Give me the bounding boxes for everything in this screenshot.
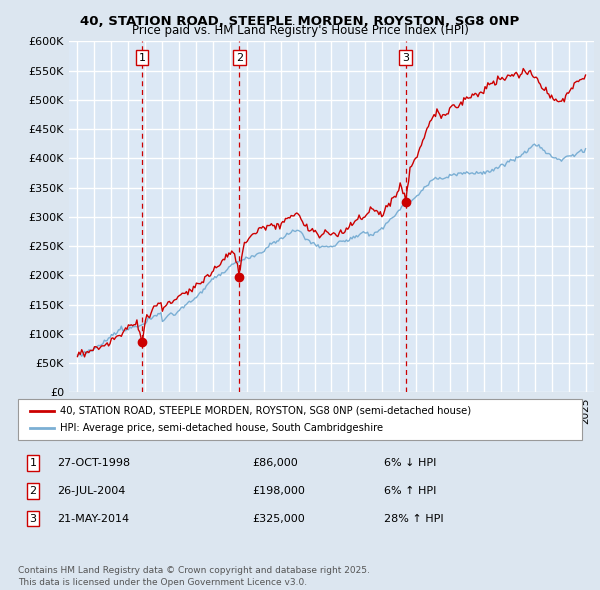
Text: 27-OCT-1998: 27-OCT-1998 [57,458,130,468]
Text: Contains HM Land Registry data © Crown copyright and database right 2025.
This d: Contains HM Land Registry data © Crown c… [18,566,370,587]
Text: 2: 2 [29,486,37,496]
Text: £86,000: £86,000 [252,458,298,468]
Text: 6% ↓ HPI: 6% ↓ HPI [384,458,436,468]
Text: 2: 2 [236,53,243,63]
Text: 6% ↑ HPI: 6% ↑ HPI [384,486,436,496]
Text: HPI: Average price, semi-detached house, South Cambridgeshire: HPI: Average price, semi-detached house,… [60,423,383,433]
Text: 26-JUL-2004: 26-JUL-2004 [57,486,125,496]
Text: £198,000: £198,000 [252,486,305,496]
Text: 1: 1 [139,53,146,63]
Text: £325,000: £325,000 [252,514,305,523]
Text: 3: 3 [29,514,37,523]
Text: 1: 1 [29,458,37,468]
Text: 21-MAY-2014: 21-MAY-2014 [57,514,129,523]
Text: 28% ↑ HPI: 28% ↑ HPI [384,514,443,523]
Text: 40, STATION ROAD, STEEPLE MORDEN, ROYSTON, SG8 0NP: 40, STATION ROAD, STEEPLE MORDEN, ROYSTO… [80,15,520,28]
Text: Price paid vs. HM Land Registry's House Price Index (HPI): Price paid vs. HM Land Registry's House … [131,24,469,37]
Text: 40, STATION ROAD, STEEPLE MORDEN, ROYSTON, SG8 0NP (semi-detached house): 40, STATION ROAD, STEEPLE MORDEN, ROYSTO… [60,406,471,416]
Text: 3: 3 [402,53,409,63]
